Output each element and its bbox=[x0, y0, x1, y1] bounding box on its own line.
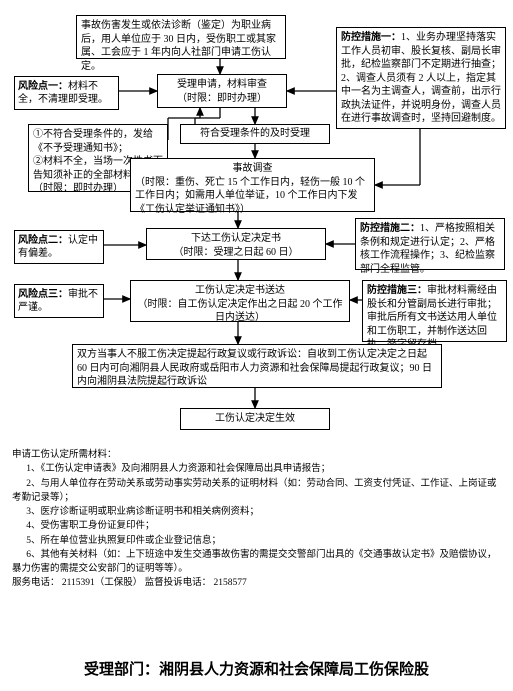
node-deliver: 工伤认定决定书送达 （时限：自工伤认定决定作出之日起 20 个工作日内送达） bbox=[130, 280, 350, 322]
decision-title: 下达工伤认定决定书 bbox=[151, 232, 321, 246]
node-risk3: 风险点三：审批不严谨。 bbox=[14, 284, 104, 318]
prevent1-text: 1、业务办理坚持落实工作人员初审、股长复核、副局长审批，纪检监察部门不定期进行抽… bbox=[341, 32, 501, 124]
node-risk2: 风险点二：认定中有偏差。 bbox=[14, 230, 104, 264]
footer-item-1: 1、《工伤认定申请表》及向湘阴县人力资源和社会保障局出具申请报告； bbox=[12, 462, 502, 476]
footer-item-3: 3、医疗诊断证明或职业病诊断证明书和相关病例资料； bbox=[12, 505, 502, 519]
prevent1-label: 防控措施一： bbox=[341, 32, 401, 43]
prevent3-label: 防控措施三： bbox=[367, 285, 427, 296]
page-title: 受理部门：湘阴县人力资源和社会保障局工伤保险股 bbox=[0, 658, 513, 679]
node-qualified: 符合受理条件的及时受理 bbox=[180, 124, 330, 144]
footer-item-4: 4、受伤害职工身份证复印件； bbox=[12, 519, 502, 533]
risk2-label: 风险点二： bbox=[18, 235, 68, 246]
accept-title: 受理申请，材料审查 bbox=[162, 78, 282, 92]
footer-item-5: 5、所在单位营业执照复印件或企业登记信息； bbox=[12, 534, 502, 548]
footer-block: 申请工伤认定所需材料： 1、《工伤认定申请表》及向湘阴县人力资源和社会保障局出具… bbox=[12, 448, 502, 591]
node-accept: 受理申请，材料审查 （时限：即时办理） bbox=[157, 74, 287, 108]
risk1-label: 风险点一： bbox=[18, 81, 68, 92]
footer-phones: 服务电话： 2115391（工保股） 监督投诉电话： 2158577 bbox=[12, 576, 502, 590]
node-effective: 工伤认定决定生效 bbox=[180, 408, 330, 430]
node-appeal: 双方当事人不服工伤决定提起行政复议或行政诉讼：自收到工伤认定决定之日起 60 日… bbox=[72, 344, 442, 388]
node-prevent3: 防控措施三：审批材料需经由股长和分管副局长进行审批；审批后所有文书送达用人单位和… bbox=[362, 280, 507, 342]
footer-item-2: 2、与用人单位存在劳动关系或劳动事实劳动关系的证明材料（如：劳动合同、工资支付凭… bbox=[12, 477, 502, 506]
footer-item-6: 6、其他有关材料（如：上下班途中发生交通事故伤害的需提交交警部门出具的《交通事故… bbox=[12, 548, 502, 577]
node-risk1: 风险点一：材料不全，不清理即受理。 bbox=[14, 76, 119, 110]
deliver-title: 工伤认定决定书送达 bbox=[135, 284, 345, 298]
node-investigate: 事故调查 （时限：重伤、死亡 15 个工作日内，轻伤一般 10 个工作日内；如需… bbox=[130, 158, 375, 212]
prevent2-label: 防控措施二： bbox=[360, 223, 420, 234]
investigate-text: （时限：重伤、死亡 15 个工作日内，轻伤一般 10 个工作日内；如需用人单位举… bbox=[135, 176, 370, 217]
node-start: 事故伤害发生或依法诊断（鉴定）为职业病后，用人单位应于 30 日内，受伤职工或其… bbox=[76, 15, 286, 59]
footer-heading: 申请工伤认定所需材料： bbox=[12, 448, 502, 462]
risk3-label: 风险点三： bbox=[18, 289, 68, 300]
deliver-sub: （时限：自工伤认定决定作出之日起 20 个工作日内送达） bbox=[135, 298, 345, 325]
node-prevent1: 防控措施一：1、业务办理坚持落实工作人员初审、股长复核、副局长审批，纪检监察部门… bbox=[336, 27, 506, 129]
accept-sub: （时限：即时办理） bbox=[162, 92, 282, 106]
node-decision: 下达工伤认定决定书 （时限：受理之日起 60 日） bbox=[146, 228, 326, 260]
decision-sub: （时限：受理之日起 60 日） bbox=[151, 246, 321, 260]
node-prevent2: 防控措施二：1、严格按照相关条例和规定进行认定；2、严格核工作流程操作；3、纪检… bbox=[355, 218, 505, 270]
investigate-title: 事故调查 bbox=[135, 162, 370, 176]
